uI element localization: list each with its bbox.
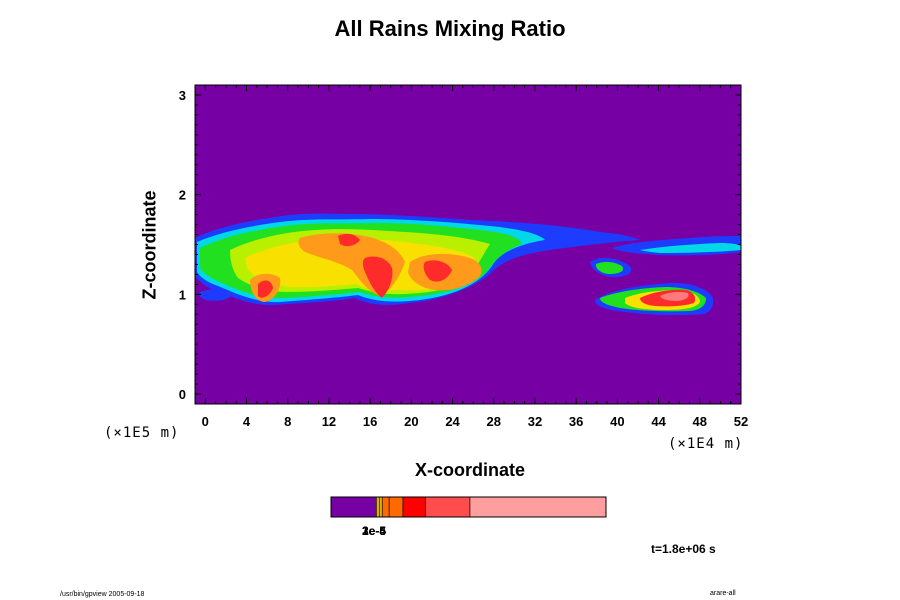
x-tick-label: 24 bbox=[445, 414, 460, 429]
x-tick-label: 48 bbox=[693, 414, 707, 429]
x-tick-label: 44 bbox=[651, 414, 666, 429]
x-tick-label: 52 bbox=[734, 414, 748, 429]
rain-field bbox=[195, 213, 741, 316]
colorbar-segment bbox=[376, 496, 380, 518]
chart-title: All Rains Mixing Ratio bbox=[334, 16, 566, 41]
colorbar-segment bbox=[402, 496, 426, 518]
colorbar-segment bbox=[425, 496, 471, 518]
y-tick-label: 1 bbox=[179, 287, 186, 302]
colorbar-segment bbox=[378, 496, 383, 518]
colorbar-frame bbox=[330, 496, 607, 518]
colorbar-segment bbox=[388, 496, 404, 518]
x-tick-label: 0 bbox=[202, 414, 209, 429]
x-tick-label: 36 bbox=[569, 414, 583, 429]
y-tick-label: 0 bbox=[179, 387, 186, 402]
x-tick-label: 8 bbox=[284, 414, 291, 429]
x-tick-label: 32 bbox=[528, 414, 542, 429]
rain-contour-right-pink bbox=[660, 292, 689, 301]
x-axis-unit: (×1E4 m) bbox=[668, 436, 744, 452]
x-tick-label: 4 bbox=[243, 414, 251, 429]
footer-command: /usr/bin/gpview 2005-09-18 bbox=[60, 591, 145, 598]
x-tick-label: 28 bbox=[487, 414, 501, 429]
x-axis-label: X-coordinate bbox=[414, 460, 525, 480]
colorbar-segment bbox=[469, 496, 607, 518]
x-tick-label: 12 bbox=[322, 414, 336, 429]
x-tick-label: 20 bbox=[404, 414, 418, 429]
footer-file: arare-all bbox=[710, 590, 736, 597]
y-tick-label: 3 bbox=[179, 88, 186, 103]
rain-contour-right-streak-cyan bbox=[640, 243, 741, 253]
y-axis-unit: (×1E5 m) bbox=[104, 425, 180, 441]
rain-contour-left-blob bbox=[199, 289, 232, 301]
x-tick-label: 40 bbox=[610, 414, 624, 429]
colorbar-tick-label: 1e-5 bbox=[362, 524, 387, 538]
colorbar-segment bbox=[381, 496, 390, 518]
x-tick-label: 16 bbox=[363, 414, 377, 429]
colorbar-tick-label: 2e-5 bbox=[362, 524, 387, 538]
y-tick-label: 2 bbox=[179, 188, 186, 203]
time-annotation: t=1.8e+06 s bbox=[651, 542, 716, 556]
colorbar-segment bbox=[330, 496, 377, 518]
colorbar bbox=[330, 496, 607, 518]
colorbar-tick-label: 3e-4 bbox=[362, 524, 387, 538]
